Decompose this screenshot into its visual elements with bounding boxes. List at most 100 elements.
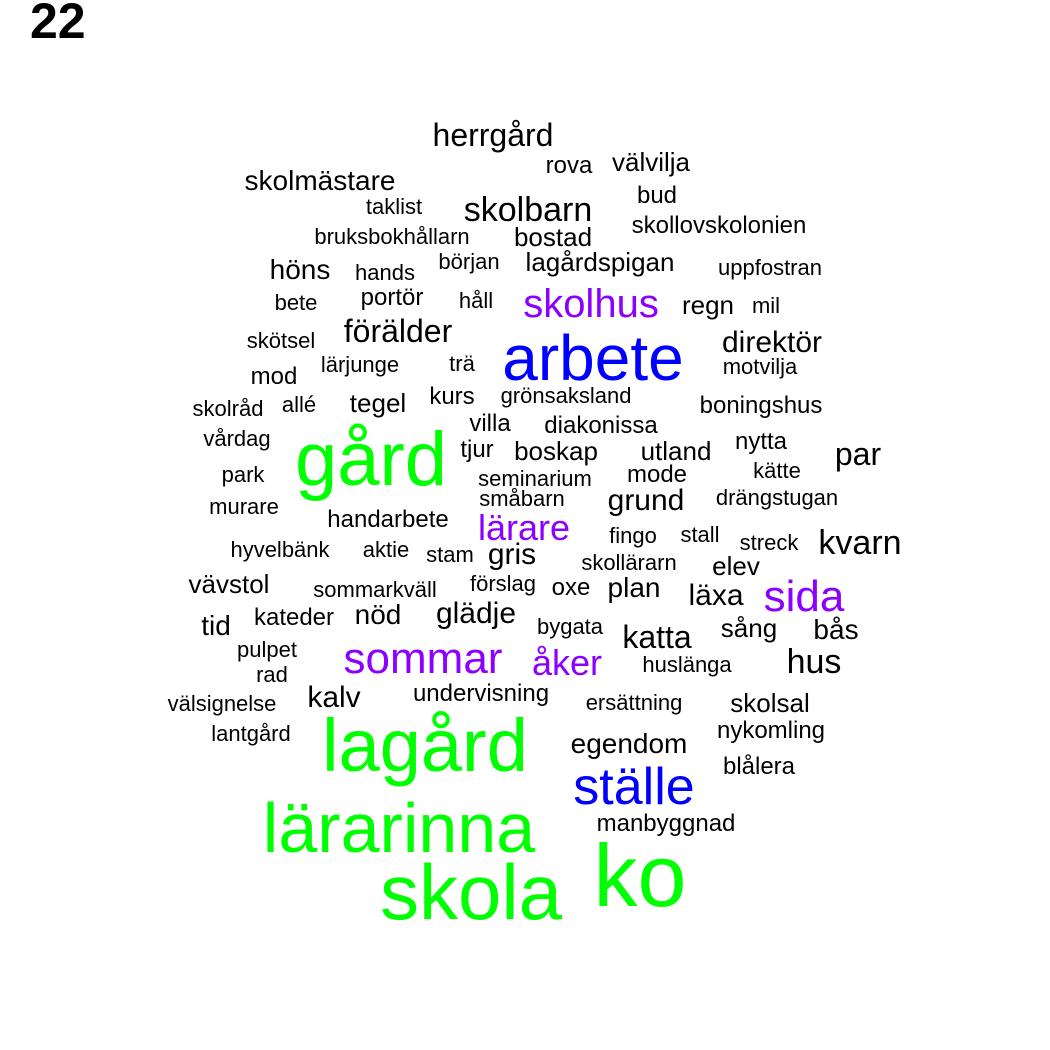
- word-64: vävstol: [188, 569, 270, 599]
- word-3: skolmästare: [244, 165, 396, 196]
- word-34: boningshus: [699, 392, 823, 419]
- word-98: ko: [593, 826, 687, 925]
- word-75: bygata: [536, 614, 604, 639]
- word-79: pulpet: [237, 637, 297, 662]
- word-65: sommarkväll: [313, 577, 437, 602]
- word-85: kalv: [307, 681, 361, 714]
- word-62: skollärarn: [581, 550, 677, 575]
- word-89: skolsal: [730, 688, 810, 718]
- word-37: vårdag: [203, 426, 271, 451]
- word-54: fingo: [609, 523, 657, 548]
- word-30: grönsaksland: [500, 383, 632, 408]
- word-36: diakonissa: [544, 412, 658, 439]
- word-77: katta: [622, 619, 692, 655]
- word-21: förälder: [343, 313, 453, 349]
- word-48: småbarn: [479, 486, 565, 511]
- word-33: tegel: [349, 388, 407, 418]
- word-83: hus: [786, 643, 842, 681]
- word-4: bud: [636, 182, 678, 209]
- word-67: oxe: [551, 574, 591, 601]
- word-12: höns: [269, 254, 331, 285]
- panel-number: 22: [30, 0, 86, 49]
- word-50: drängstugan: [715, 485, 839, 510]
- word-73: nöd: [354, 599, 402, 630]
- word-63: elev: [712, 551, 760, 581]
- word-78: bås: [813, 614, 859, 645]
- word-26: trä: [449, 351, 475, 376]
- word-23: arbete: [502, 322, 684, 394]
- word-74: glädje: [435, 597, 517, 630]
- word-40: boskap: [514, 436, 598, 466]
- word-35: villa: [469, 410, 511, 437]
- word-66: förslag: [469, 571, 537, 596]
- word-31: skolråd: [192, 396, 264, 421]
- word-32: allé: [281, 392, 317, 417]
- word-86: undervisning: [412, 680, 550, 707]
- word-38: gård: [294, 417, 448, 502]
- word-80: sommar: [343, 634, 503, 683]
- word-41: utland: [640, 436, 712, 466]
- word-71: tid: [201, 610, 231, 641]
- word-39: tjur: [460, 436, 494, 463]
- word-96: lärarinna: [262, 789, 536, 867]
- word-29: kurs: [429, 383, 475, 410]
- word-69: läxa: [688, 579, 744, 612]
- word-27: motvilja: [722, 354, 798, 379]
- word-9: bostad: [513, 222, 593, 252]
- word-10: början: [438, 249, 500, 274]
- word-22: skötsel: [246, 328, 316, 353]
- word-55: stall: [680, 522, 720, 547]
- word-43: par: [834, 436, 882, 472]
- word-87: välsignelse: [167, 691, 277, 716]
- word-94: ställe: [573, 758, 695, 816]
- word-51: murare: [209, 494, 279, 519]
- word-8: bruksbokhållarn: [314, 224, 470, 249]
- word-70: sida: [763, 572, 845, 621]
- word-59: aktie: [362, 537, 410, 562]
- word-49: grund: [607, 484, 685, 517]
- word-6: skolbarn: [463, 191, 593, 229]
- word-24: direktör: [721, 326, 823, 359]
- word-92: nykomling: [716, 717, 826, 744]
- word-46: mode: [626, 461, 688, 488]
- word-13: hands: [355, 260, 415, 285]
- word-7: skollovskolonien: [631, 212, 807, 239]
- word-93: egendom: [570, 728, 688, 759]
- word-88: ersättning: [585, 690, 683, 715]
- word-15: portör: [360, 284, 424, 311]
- word-76: sång: [720, 613, 778, 643]
- word-99: skola: [379, 848, 563, 936]
- word-68: plan: [607, 572, 661, 603]
- word-56: streck: [739, 530, 799, 555]
- word-58: hyvelbänk: [230, 537, 330, 562]
- word-91: lagård: [322, 704, 528, 787]
- word-19: regn: [681, 290, 735, 320]
- word-72: kateder: [253, 604, 335, 631]
- word-90: lantgård: [211, 721, 291, 746]
- word-14: uppfostran: [718, 255, 822, 280]
- word-60: stam: [426, 542, 474, 567]
- word-16: bete: [274, 290, 318, 315]
- word-45: seminarium: [478, 466, 592, 491]
- word-97: manbyggnad: [596, 810, 736, 837]
- word-47: kätte: [753, 458, 801, 483]
- word-1: rova: [545, 152, 593, 179]
- word-82: huslänga: [642, 652, 732, 677]
- word-95: blålera: [722, 753, 796, 780]
- word-84: rad: [256, 662, 288, 687]
- word-81: åker: [531, 642, 603, 683]
- word-0: herrgård: [432, 117, 554, 153]
- word-28: mod: [250, 363, 298, 390]
- word-44: park: [221, 462, 265, 487]
- word-5: taklist: [365, 194, 423, 219]
- word-11: lagårdspigan: [525, 247, 675, 277]
- word-52: handarbete: [327, 506, 449, 533]
- word-57: kvarn: [818, 524, 902, 562]
- word-61: gris: [487, 538, 537, 571]
- word-20: mil: [751, 293, 781, 318]
- word-25: lärjunge: [320, 352, 400, 377]
- word-17: håll: [458, 288, 494, 313]
- word-18: skolhus: [523, 282, 659, 326]
- word-42: nytta: [734, 428, 788, 455]
